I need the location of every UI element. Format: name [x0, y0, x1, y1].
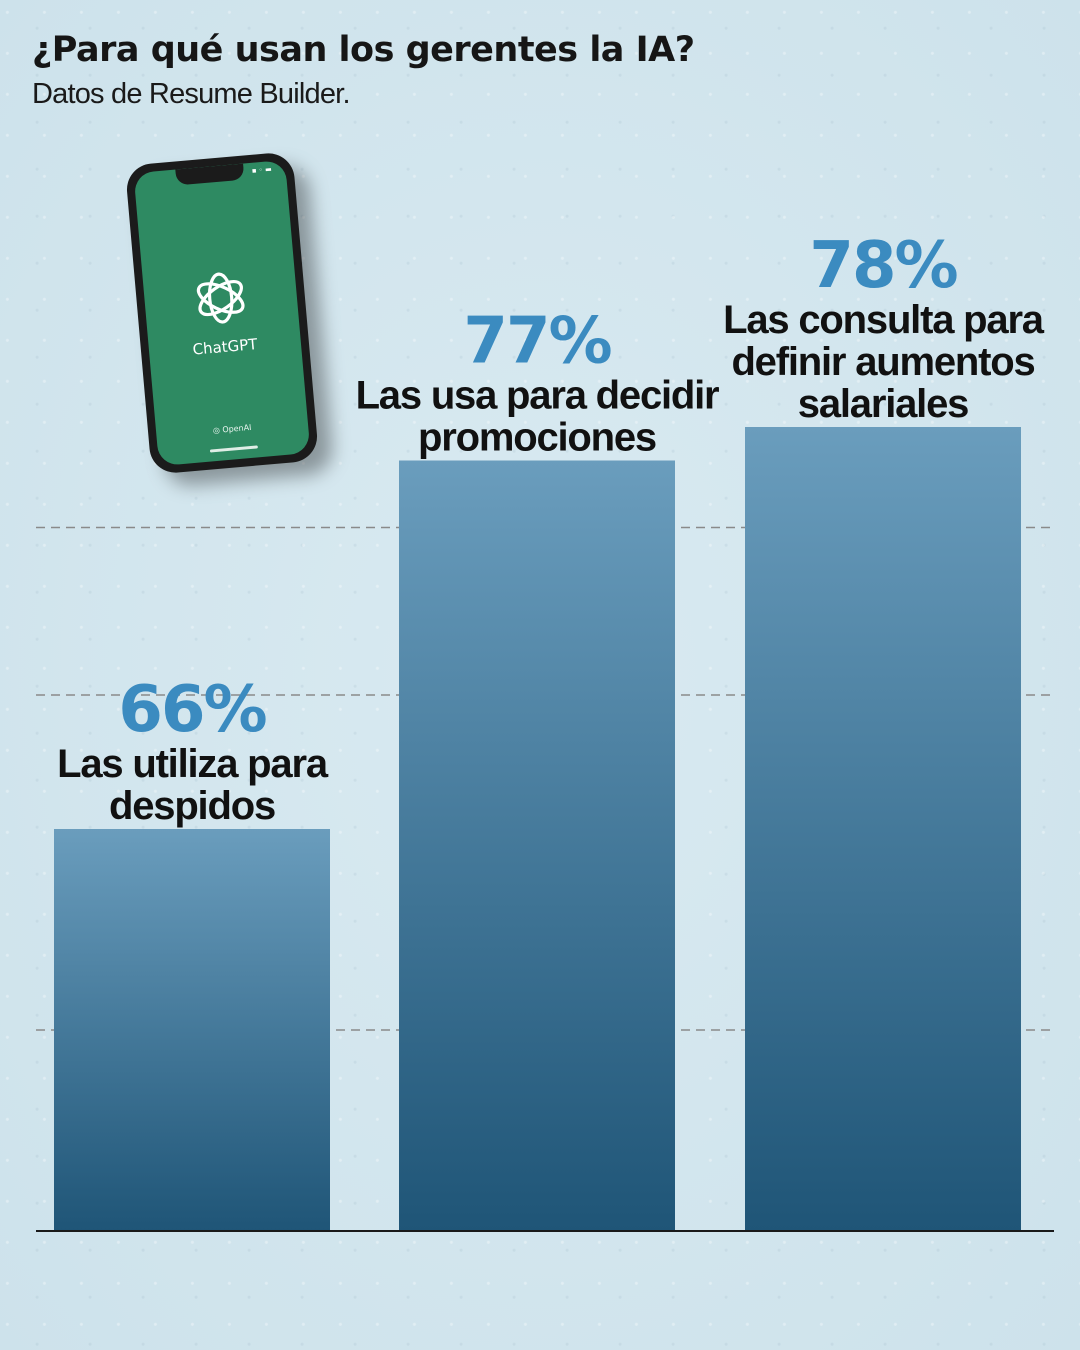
bar-1	[54, 829, 330, 1231]
category-label-3-line-2: definir aumentos	[731, 340, 1034, 384]
category-label-3-line-3: salariales	[798, 382, 968, 426]
value-label-2: 77%	[463, 305, 611, 379]
value-label-1: 66%	[118, 673, 266, 747]
category-label-2-line-2: promociones	[418, 416, 656, 460]
category-label-3-line-1: Las consulta para	[723, 298, 1045, 342]
phone-screen: ▪ ◦ ▬ ChatGPT ◎ OpenAI	[133, 159, 311, 467]
value-label-3: 78%	[809, 229, 957, 303]
bar-3	[745, 427, 1021, 1231]
openai-logo-icon	[196, 272, 245, 324]
phone-illustration: ▪ ◦ ▬ ChatGPT ◎ OpenAI	[124, 151, 320, 475]
category-label-1-line-2: despidos	[109, 784, 275, 828]
bars	[54, 427, 1021, 1231]
category-label-1-line-1: Las utiliza para	[57, 742, 329, 786]
bar-2	[399, 460, 675, 1231]
category-label-2-line-1: Las usa para decidir	[356, 374, 719, 418]
chart-title: ¿Para qué usan los gerentes la IA?	[32, 30, 695, 70]
chart-subtitle: Datos de Resume Builder.	[32, 78, 351, 110]
